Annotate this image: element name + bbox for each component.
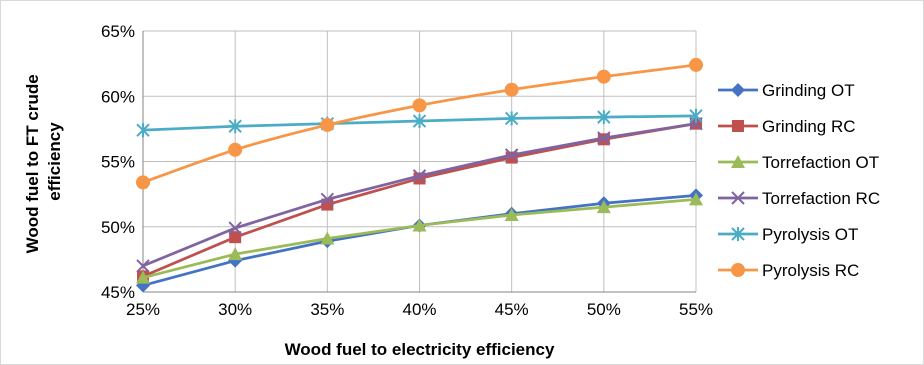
data-point-torrefaction-ot [412, 218, 427, 232]
data-point-pyrolysis-rc [136, 175, 150, 190]
data-point-torrefaction-rc [320, 192, 335, 207]
y-tick-label: 45% [101, 283, 135, 302]
data-point-pyrolysis-ot [412, 114, 427, 129]
grid [142, 30, 697, 293]
legend-marker-torrefaction-rc [731, 191, 745, 205]
data-point-torrefaction-ot [596, 200, 611, 214]
data-point-torrefaction-rc [136, 259, 150, 273]
y-axis-title-line-2: efficiency [45, 122, 64, 201]
data-point-pyrolysis-rc [228, 142, 243, 157]
x-tick-label: 25% [126, 300, 160, 319]
x-tick-label: 40% [402, 300, 436, 319]
data-point-torrefaction-rc [412, 169, 427, 183]
legend-marker-pyrolysis-ot [731, 227, 745, 241]
legend-label-pyrolysis-rc: Pyrolysis RC [762, 261, 859, 280]
legend-item-pyrolysis-ot: Pyrolysis OT [718, 225, 858, 244]
legend-label-grinding-ot: Grinding OT [762, 81, 855, 100]
data-point-pyrolysis-ot [689, 108, 703, 123]
legend-item-grinding-rc: Grinding RC [718, 117, 856, 136]
data-point-torrefaction-ot [228, 247, 243, 261]
y-tick-label: 50% [101, 218, 135, 237]
legend-item-torrefaction-rc: Torrefaction RC [718, 189, 880, 208]
data-point-torrefaction-rc [597, 131, 611, 145]
legend-label-torrefaction-ot: Torrefaction OT [762, 153, 879, 172]
data-point-torrefaction-ot [320, 231, 335, 245]
x-tick-label: 35% [310, 300, 344, 319]
legend: Grinding OT Grinding RC Torrefaction OT Tor… [718, 81, 880, 280]
x-tick-label: 45% [495, 300, 529, 319]
legend-marker-pyrolysis-rc [731, 263, 745, 277]
series-torrefaction-ot [136, 192, 703, 284]
legend-item-pyrolysis-rc: Pyrolysis RC [718, 261, 859, 280]
data-point-pyrolysis-ot [136, 123, 150, 138]
y-tick-label: 60% [101, 87, 135, 106]
data-point-torrefaction-ot [689, 192, 703, 206]
series-layer [136, 57, 703, 293]
legend-item-torrefaction-ot: Torrefaction OT [718, 153, 879, 172]
y-tick-label: 65% [101, 22, 135, 41]
legend-marker-grinding-rc [732, 120, 744, 132]
data-point-pyrolysis-ot [597, 110, 611, 125]
series-pyrolysis-rc [136, 57, 703, 190]
data-point-torrefaction-rc [228, 221, 242, 235]
x-tick-label: 55% [679, 300, 713, 319]
y-axis-title: Wood fuel to FT crude efficiency [23, 70, 64, 254]
y-axis-title-line-1: Wood fuel to FT crude [23, 74, 42, 253]
data-point-torrefaction-rc [504, 148, 519, 162]
data-point-pyrolysis-rc [504, 82, 519, 97]
data-point-torrefaction-ot [136, 270, 150, 284]
x-tick-label: 30% [218, 300, 252, 319]
x-axis-title: Wood fuel to electricity efficiency [285, 340, 555, 359]
data-point-grinding-rc [229, 231, 242, 244]
y-tick-label: 55% [101, 153, 135, 172]
data-point-pyrolysis-rc [320, 117, 335, 132]
data-point-pyrolysis-rc [596, 69, 611, 84]
axes: 45% 50% 55% 60% 65% 25% 30% 35% 40% 45% 50% 55% [101, 22, 713, 319]
data-point-pyrolysis-rc [412, 98, 427, 113]
legend-item-grinding-ot: Grinding OT [718, 81, 855, 100]
x-tick-label: 50% [587, 300, 621, 319]
legend-marker-grinding-ot [731, 83, 745, 97]
legend-label-torrefaction-rc: Torrefaction RC [762, 189, 880, 208]
legend-marker-torrefaction-ot [731, 155, 745, 168]
data-point-pyrolysis-ot [504, 111, 519, 126]
data-point-grinding-rc [505, 151, 518, 164]
legend-label-grinding-rc: Grinding RC [762, 117, 856, 136]
data-point-pyrolysis-rc [689, 57, 703, 72]
legend-label-pyrolysis-ot: Pyrolysis OT [762, 225, 858, 244]
data-point-pyrolysis-ot [228, 119, 242, 134]
data-point-torrefaction-ot [504, 208, 519, 222]
